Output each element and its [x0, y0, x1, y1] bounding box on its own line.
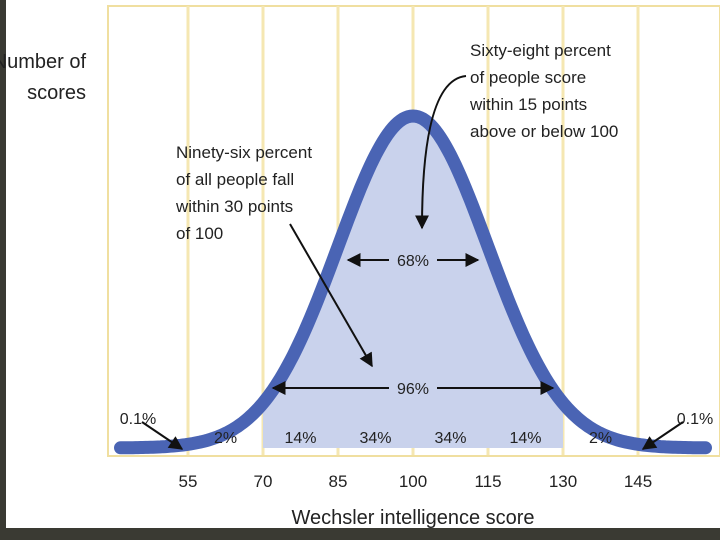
range-label-68pct: 68%	[397, 253, 429, 270]
y-axis-label-line-2: scores	[27, 82, 86, 104]
band-label-70-85: 14%	[284, 430, 316, 447]
x-tick-label-145: 145	[624, 472, 652, 491]
annotation-sixty-eight-line-4: above or below 100	[470, 122, 618, 141]
annotation-sixty-eight-arrow	[415, 75, 467, 230]
band-label-100-115: 34%	[434, 430, 466, 447]
tail-left-arrow	[141, 421, 184, 450]
y-axis-label-line-1: Number of	[0, 51, 86, 73]
annotation-sixty-eight-line-2: of people score	[470, 68, 586, 87]
x-tick-label-85: 85	[329, 472, 348, 491]
x-tick-label-55: 55	[179, 472, 198, 491]
annotation-ninety-six-line-3: within 30 points	[175, 197, 293, 216]
distribution-curve	[114, 109, 712, 455]
annotation-ninety-six-line-4: of 100	[176, 224, 223, 243]
x-axis-label: Wechsler intelligence score	[291, 507, 534, 528]
band-label-130-145: 2%	[589, 430, 612, 447]
x-tick-label-130: 130	[549, 472, 577, 491]
range-label-96pct: 96%	[397, 381, 429, 398]
x-tick-label-115: 115	[474, 472, 501, 491]
shaded-region-70-130	[263, 116, 563, 448]
annotation-ninety-six-line-2: of all people fall	[176, 170, 294, 189]
annotation-sixty-eight-line-3: within 15 points	[469, 95, 587, 114]
band-label-115-130: 14%	[509, 430, 541, 447]
annotation-ninety-six: Ninety-six percent of all people fall wi…	[175, 143, 373, 368]
x-tick-label-70: 70	[254, 472, 273, 491]
annotation-sixty-eight-line-1: Sixty-eight percent	[470, 41, 611, 60]
annotation-ninety-six-arrow	[289, 223, 373, 368]
band-label-55-70: 2%	[214, 430, 237, 447]
x-tick-label-100: 100	[399, 472, 427, 491]
annotation-ninety-six-line-1: Ninety-six percent	[176, 143, 312, 162]
normal-distribution-chart: 55 70 85 100 115 130 145 0.1% 2% 14% 34% 34% 14% 2% 0…	[0, 5, 720, 528]
slide-border-left	[0, 0, 6, 540]
band-label-85-100: 34%	[359, 430, 391, 447]
tail-right-arrow	[641, 421, 684, 450]
band-label-40-55: 0.1%	[120, 411, 156, 428]
slide-border-bottom	[0, 528, 720, 540]
band-label-145-160: 0.1%	[677, 411, 713, 428]
annotation-sixty-eight: Sixty-eight percent of people score with…	[415, 41, 618, 230]
